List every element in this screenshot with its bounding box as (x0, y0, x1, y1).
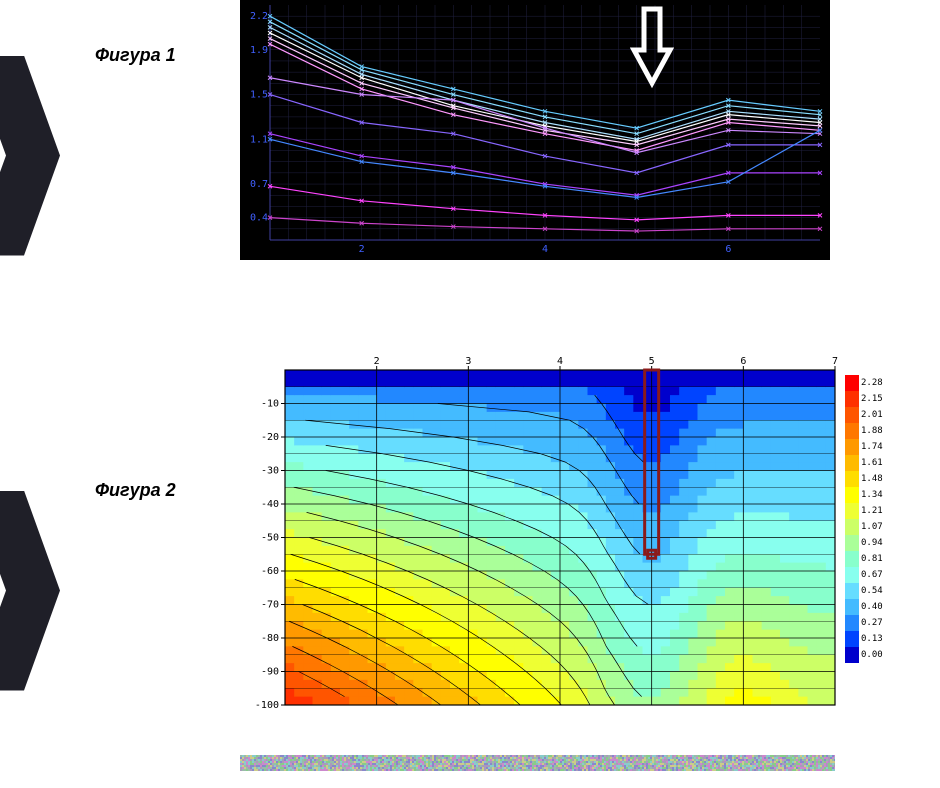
legend-swatch (845, 519, 859, 535)
legend-swatch (845, 439, 859, 455)
legend-row: 1.34 (845, 487, 890, 503)
legend-swatch (845, 407, 859, 423)
legend-row: 2.15 (845, 391, 890, 407)
heatmap-chart-svg: 2 3 4 5 6 7 -10 -20 -30 -40 -50 -60 -70 -80 -90 -100 (240, 350, 840, 710)
svg-text:1.1: 1.1 (250, 134, 268, 145)
fig1-label: Фигура 1 (95, 45, 176, 66)
legend-swatch (845, 567, 859, 583)
legend-row: 1.61 (845, 455, 890, 471)
legend-value: 1.74 (861, 442, 883, 452)
svg-text:-70: -70 (261, 600, 279, 611)
legend-swatch (845, 647, 859, 663)
svg-text:-60: -60 (261, 566, 279, 577)
legend-row: 0.13 (845, 631, 890, 647)
legend-swatch (845, 455, 859, 471)
legend-row: 0.40 (845, 599, 890, 615)
svg-text:-30: -30 (261, 466, 279, 477)
legend-value: 0.54 (861, 586, 883, 596)
legend-swatch (845, 375, 859, 391)
legend-value: 0.81 (861, 554, 883, 564)
legend-value: 0.13 (861, 634, 883, 644)
svg-text:4: 4 (542, 244, 548, 255)
legend-swatch (845, 535, 859, 551)
svg-text:-100: -100 (255, 700, 279, 710)
svg-text:2: 2 (374, 356, 380, 367)
svg-text:2: 2 (359, 244, 365, 255)
svg-text:0.4: 0.4 (250, 213, 268, 224)
legend-swatch (845, 391, 859, 407)
legend-swatch (845, 471, 859, 487)
legend-row: 0.54 (845, 583, 890, 599)
legend-swatch (845, 631, 859, 647)
svg-text:-50: -50 (261, 533, 279, 544)
svg-text:7: 7 (832, 356, 838, 367)
legend-swatch (845, 503, 859, 519)
legend-swatch (845, 615, 859, 631)
svg-text:-80: -80 (261, 633, 279, 644)
legend-value: 0.00 (861, 650, 883, 660)
legend-row: 0.81 (845, 551, 890, 567)
legend-value: 2.28 (861, 378, 883, 388)
legend-value: 0.40 (861, 602, 883, 612)
legend-value: 2.01 (861, 410, 883, 420)
svg-text:-10: -10 (261, 399, 279, 410)
svg-text:2.2: 2.2 (250, 11, 268, 22)
svg-text:4: 4 (557, 356, 563, 367)
legend-swatch (845, 551, 859, 567)
noise-bar (240, 755, 835, 771)
svg-text:-40: -40 (261, 499, 279, 510)
legend-row: 0.67 (845, 567, 890, 583)
svg-text:0.7: 0.7 (250, 179, 268, 190)
legend-swatch (845, 487, 859, 503)
legend-swatch (845, 423, 859, 439)
legend-value: 1.21 (861, 506, 883, 516)
svg-text:1.5: 1.5 (250, 90, 268, 101)
line-chart: 0.4 0.7 1.1 1.5 1.9 2.2 2 4 6 (240, 0, 830, 260)
legend-row: 1.74 (845, 439, 890, 455)
legend-swatch (845, 583, 859, 599)
heatmap-chart: 2 3 4 5 6 7 -10 -20 -30 -40 -50 -60 -70 -80 -90 -100 (240, 350, 840, 710)
svg-text:-90: -90 (261, 667, 279, 678)
legend-value: 0.94 (861, 538, 883, 548)
legend-value: 1.48 (861, 474, 883, 484)
heatmap-legend: 2.28 2.15 2.01 1.88 1.74 1.61 1.48 1.34 … (845, 375, 890, 663)
fig2-label: Фигура 2 (95, 480, 176, 501)
legend-swatch (845, 599, 859, 615)
legend-row: 0.00 (845, 647, 890, 663)
legend-row: 1.07 (845, 519, 890, 535)
svg-text:5: 5 (649, 356, 655, 367)
legend-value: 1.34 (861, 490, 883, 500)
legend-value: 1.07 (861, 522, 883, 532)
legend-value: 1.88 (861, 426, 883, 436)
legend-row: 0.27 (845, 615, 890, 631)
svg-text:1.9: 1.9 (250, 45, 268, 56)
fig2-label-block: Фигура 2 (0, 480, 176, 501)
svg-text:3: 3 (465, 356, 471, 367)
legend-value: 1.61 (861, 458, 883, 468)
legend-value: 0.67 (861, 570, 883, 580)
legend-value: 2.15 (861, 394, 883, 404)
svg-text:6: 6 (740, 356, 746, 367)
legend-row: 1.21 (845, 503, 890, 519)
legend-row: 1.48 (845, 471, 890, 487)
legend-row: 2.01 (845, 407, 890, 423)
fig1-label-block: Фигура 1 (0, 45, 176, 66)
svg-text:6: 6 (725, 244, 731, 255)
line-chart-svg: 0.4 0.7 1.1 1.5 1.9 2.2 2 4 6 (240, 0, 830, 260)
legend-row: 0.94 (845, 535, 890, 551)
legend-value: 0.27 (861, 618, 883, 628)
legend-row: 2.28 (845, 375, 890, 391)
svg-text:-20: -20 (261, 432, 279, 443)
down-arrow-icon (630, 5, 674, 90)
legend-row: 1.88 (845, 423, 890, 439)
